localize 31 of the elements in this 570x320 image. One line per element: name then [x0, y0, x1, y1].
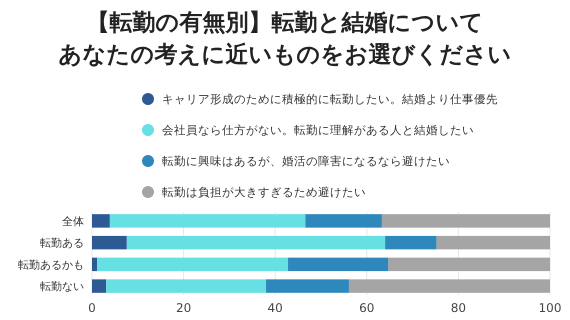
bar [106, 279, 266, 293]
bar [266, 279, 349, 293]
bar [126, 236, 386, 250]
legend-label: 転勤は負担が大きすぎるため避けたい [162, 185, 366, 199]
y-tick-label: 全体 [62, 214, 84, 228]
x-tick-label: 20 [176, 301, 192, 315]
x-tick-label: 40 [268, 301, 283, 315]
chart-title: 【転勤の有無別】転勤と結婚についてあなたの考えに近いものをお選びください [58, 10, 512, 68]
bar [385, 236, 436, 250]
bar [92, 258, 98, 272]
x-tick-label: 80 [450, 301, 466, 315]
bar [305, 214, 382, 228]
y-tick-label: 転勤ない [40, 280, 84, 294]
y-tick-label: 転勤あるかも [18, 258, 84, 272]
bar [92, 236, 127, 250]
bar [388, 258, 550, 272]
bar [436, 236, 550, 250]
bar [110, 214, 306, 228]
x-tick-label: 0 [88, 301, 96, 315]
bar [97, 258, 288, 272]
x-tick-label: 100 [538, 301, 562, 315]
bar [288, 258, 388, 272]
legend-label: キャリア形成のために積極的に転勤したい。結婚より仕事優先 [162, 92, 498, 106]
bar [348, 279, 550, 293]
bar [92, 279, 106, 293]
bar [92, 214, 110, 228]
legend-label: 会社員なら仕方がない。転勤に理解がある人と結婚したい [162, 123, 474, 137]
x-tick-label: 60 [359, 301, 374, 315]
bar [382, 214, 550, 228]
legend-label: 転勤に興味はあるが、婚活の障害になるなら避けたい [162, 154, 450, 168]
y-tick-label: 転勤ある [40, 236, 84, 250]
